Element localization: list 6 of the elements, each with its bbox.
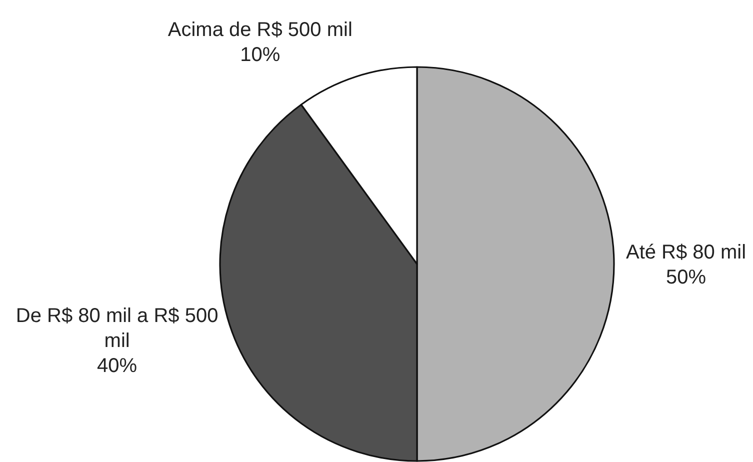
slice-label: De R$ 80 mil a R$ 500 mil — [16, 305, 218, 352]
slice-label: Acima de R$ 500 mil — [168, 18, 352, 41]
data-label: 50% — [666, 266, 706, 288]
data-label: 40% — [97, 355, 138, 378]
slice-label: Até R$ 80 mil — [626, 242, 746, 264]
data-label: 10% — [240, 44, 280, 66]
